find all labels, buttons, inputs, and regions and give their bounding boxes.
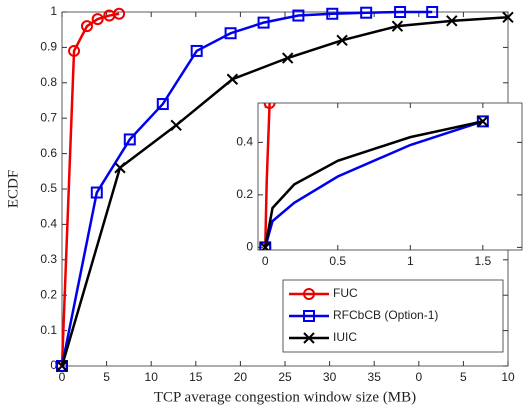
y-tick-label: 0 bbox=[50, 358, 57, 372]
marker bbox=[303, 310, 315, 322]
series-line bbox=[264, 120, 484, 248]
marker bbox=[257, 16, 270, 29]
marker bbox=[477, 115, 489, 128]
marker bbox=[281, 52, 294, 64]
marker bbox=[114, 162, 126, 174]
marker bbox=[113, 7, 126, 20]
marker bbox=[292, 9, 305, 22]
marker bbox=[80, 20, 93, 33]
x-tick-label: 0 bbox=[415, 370, 422, 384]
x-tick-label: 0 bbox=[262, 254, 269, 268]
series-group bbox=[56, 6, 514, 372]
series-line bbox=[264, 103, 271, 248]
x-axis-label: TCP average congestion window size (MB) bbox=[154, 389, 416, 405]
marker bbox=[91, 13, 104, 26]
x-tick-label: 0 bbox=[59, 370, 66, 384]
legend-label: RFCbCB (Option-1) bbox=[333, 308, 438, 322]
marker bbox=[336, 34, 348, 47]
x-tick-label: 0.5 bbox=[329, 254, 346, 268]
marker bbox=[263, 103, 276, 109]
x-tick-label: 1 bbox=[407, 254, 414, 268]
marker bbox=[394, 6, 407, 18]
x-tick-label: 15 bbox=[189, 370, 203, 384]
marker bbox=[426, 6, 439, 18]
marker bbox=[303, 288, 315, 300]
y-tick-label: 0.2 bbox=[236, 187, 253, 201]
marker bbox=[502, 11, 514, 24]
series-line bbox=[60, 12, 120, 367]
marker bbox=[68, 44, 81, 57]
y-tick-label: 0.6 bbox=[40, 146, 57, 160]
marker bbox=[224, 27, 237, 40]
x-tick-label: 10 bbox=[501, 370, 515, 384]
marker bbox=[391, 20, 404, 32]
x-tick-label: 5 bbox=[103, 370, 110, 384]
marker bbox=[326, 7, 339, 20]
legend-label: FUC bbox=[333, 286, 358, 300]
marker bbox=[190, 44, 203, 57]
marker bbox=[56, 360, 68, 372]
marker bbox=[259, 241, 271, 250]
y-tick-label: 1 bbox=[50, 4, 57, 18]
x-tick-label: 20 bbox=[234, 370, 248, 384]
series-line bbox=[264, 120, 484, 248]
y-tick-label: 0.8 bbox=[40, 75, 57, 89]
legend-label: IUIC bbox=[333, 330, 357, 344]
marker bbox=[156, 98, 169, 111]
y-tick-label: 0.1 bbox=[40, 323, 57, 337]
marker bbox=[360, 6, 373, 19]
x-tick-label: 5 bbox=[460, 370, 467, 384]
marker bbox=[56, 360, 68, 372]
x-tick-label: 1.5 bbox=[474, 254, 491, 268]
y-axis-label: ECDF bbox=[5, 170, 21, 208]
y-tick-label: 0.4 bbox=[40, 217, 57, 231]
marker bbox=[303, 332, 315, 344]
plot-area bbox=[257, 102, 523, 251]
x-tick-label: 25 bbox=[278, 370, 292, 384]
y-tick-label: 0.9 bbox=[40, 40, 57, 54]
x-tick-label: 35 bbox=[368, 370, 382, 384]
y-tick-label: 0.2 bbox=[40, 287, 57, 301]
marker bbox=[170, 119, 182, 131]
y-tick-label: 0.5 bbox=[40, 181, 57, 195]
marker bbox=[90, 186, 103, 199]
y-tick-label: 0.3 bbox=[40, 252, 57, 266]
y-tick-label: 0 bbox=[246, 240, 253, 254]
marker bbox=[226, 73, 239, 85]
y-tick-label: 0.4 bbox=[236, 135, 253, 149]
x-tick-label: 10 bbox=[145, 370, 159, 384]
marker bbox=[123, 133, 136, 146]
marker bbox=[446, 15, 458, 27]
y-tick-label: 0.7 bbox=[40, 110, 57, 124]
series-group bbox=[259, 103, 489, 250]
x-tick-label: 30 bbox=[323, 370, 337, 384]
